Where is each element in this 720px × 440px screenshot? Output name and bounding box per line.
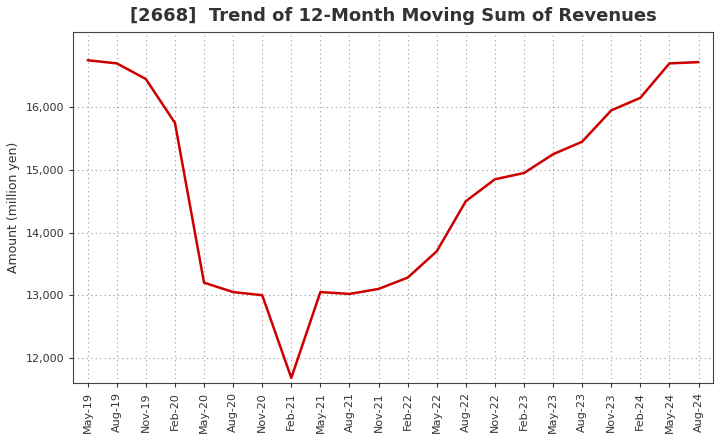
Y-axis label: Amount (million yen): Amount (million yen): [7, 142, 20, 273]
Title: [2668]  Trend of 12-Month Moving Sum of Revenues: [2668] Trend of 12-Month Moving Sum of R…: [130, 7, 657, 25]
